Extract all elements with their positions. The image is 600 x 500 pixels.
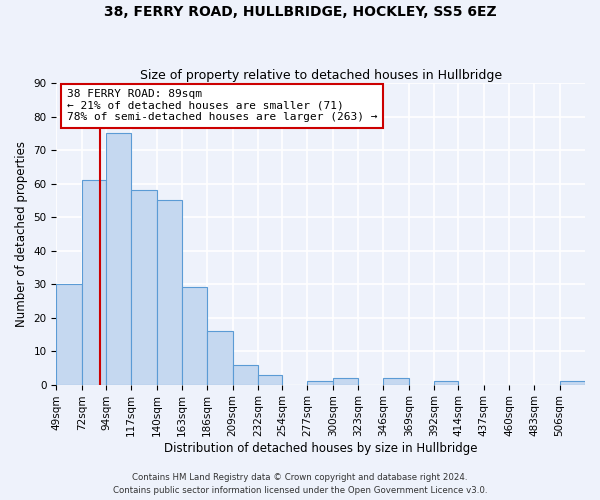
Bar <box>82 180 106 384</box>
Bar <box>233 364 258 384</box>
Bar <box>560 381 585 384</box>
Text: 38, FERRY ROAD, HULLBRIDGE, HOCKLEY, SS5 6EZ: 38, FERRY ROAD, HULLBRIDGE, HOCKLEY, SS5… <box>104 5 496 19</box>
Bar <box>157 200 182 384</box>
Bar <box>56 284 82 384</box>
Bar <box>307 381 333 384</box>
X-axis label: Distribution of detached houses by size in Hullbridge: Distribution of detached houses by size … <box>164 442 478 455</box>
Text: 38 FERRY ROAD: 89sqm
← 21% of detached houses are smaller (71)
78% of semi-detac: 38 FERRY ROAD: 89sqm ← 21% of detached h… <box>67 89 377 122</box>
Bar <box>207 331 233 384</box>
Text: Contains HM Land Registry data © Crown copyright and database right 2024.
Contai: Contains HM Land Registry data © Crown c… <box>113 474 487 495</box>
Bar <box>106 134 131 384</box>
Bar <box>131 190 157 384</box>
Y-axis label: Number of detached properties: Number of detached properties <box>15 141 28 327</box>
Title: Size of property relative to detached houses in Hullbridge: Size of property relative to detached ho… <box>140 69 502 82</box>
Bar <box>383 378 409 384</box>
Bar <box>182 288 207 384</box>
Bar <box>258 374 282 384</box>
Bar <box>434 381 458 384</box>
Bar <box>333 378 358 384</box>
